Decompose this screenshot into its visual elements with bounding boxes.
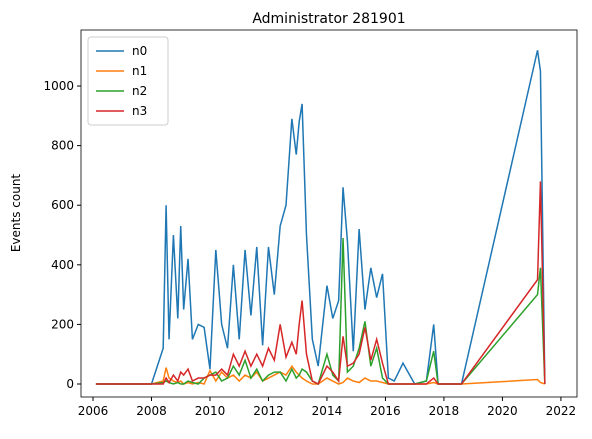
y-tick-label: 0: [66, 377, 74, 391]
y-tick-label: 400: [51, 258, 74, 272]
y-tick-label: 600: [51, 198, 74, 212]
legend-label: n2: [132, 84, 147, 98]
chart-title: Administrator 281901: [252, 11, 405, 27]
series-line: [95, 50, 546, 385]
x-tick-label: 2022: [546, 404, 577, 418]
x-tick-label: 2012: [253, 404, 284, 418]
plot-frame: [80, 29, 578, 398]
legend-label: n3: [132, 104, 147, 118]
legend-label: n1: [132, 64, 147, 78]
y-tick-label: 200: [51, 317, 74, 331]
x-tick-label: 2008: [136, 404, 167, 418]
y-tick-label: 800: [51, 139, 74, 153]
x-tick-label: 2016: [370, 404, 401, 418]
legend-label: n0: [132, 44, 147, 58]
series-line: [95, 181, 546, 386]
x-tick-label: 2010: [195, 404, 226, 418]
y-axis-label: Events count: [9, 174, 23, 253]
x-tick-label: 2020: [487, 404, 518, 418]
legend-box: [87, 36, 169, 126]
x-tick-label: 2014: [312, 404, 343, 418]
y-tick-label: 1000: [43, 79, 74, 93]
x-tick-label: 2006: [78, 404, 109, 418]
x-tick-label: 2018: [429, 404, 460, 418]
